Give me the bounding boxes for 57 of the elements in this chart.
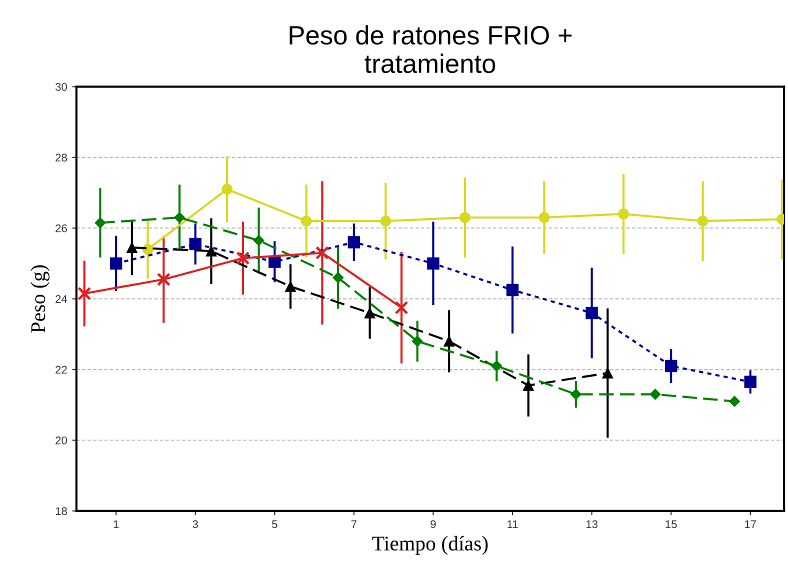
point xyxy=(729,396,740,407)
chart-title: Peso de ratones FRIO + tratamiento xyxy=(290,25,572,74)
x-tick-label: 13 xyxy=(586,520,598,528)
x-tick-label: 15 xyxy=(666,520,677,528)
point xyxy=(444,336,454,347)
point xyxy=(618,208,629,220)
y-tick-label: 18 xyxy=(56,507,67,516)
point xyxy=(206,246,217,257)
point xyxy=(538,212,550,223)
y-tick-label: 26 xyxy=(56,224,67,232)
x-tick-label: 7 xyxy=(351,520,356,528)
point xyxy=(222,184,232,195)
point xyxy=(285,281,296,292)
point xyxy=(174,212,185,223)
point xyxy=(427,257,440,270)
y-tick-label: 20 xyxy=(56,436,67,444)
x-tick-label: 11 xyxy=(508,520,518,528)
x-tick-label: 9 xyxy=(430,520,436,528)
point xyxy=(94,217,106,228)
y-tick-label: 30 xyxy=(55,82,67,91)
point xyxy=(412,336,423,347)
point xyxy=(110,257,122,270)
point xyxy=(650,388,661,400)
point xyxy=(394,300,408,314)
point xyxy=(522,380,534,391)
point xyxy=(78,286,92,300)
point xyxy=(602,368,614,378)
point xyxy=(315,246,330,260)
point xyxy=(491,360,502,372)
y-tick-label: 22 xyxy=(56,366,67,374)
point xyxy=(744,376,756,388)
point xyxy=(253,235,264,246)
x-tick-label: 5 xyxy=(272,520,278,528)
point xyxy=(126,242,138,253)
y-axis-title: Peso (g) xyxy=(30,265,50,333)
point xyxy=(570,388,582,400)
point xyxy=(300,216,312,226)
point xyxy=(189,238,202,250)
point xyxy=(156,272,170,286)
point xyxy=(236,251,250,265)
point xyxy=(697,216,708,226)
point xyxy=(460,212,470,223)
y-tick-label: 28 xyxy=(56,154,67,162)
point xyxy=(348,236,360,248)
x-tick-label: 1 xyxy=(114,520,119,528)
point xyxy=(586,306,598,320)
point xyxy=(664,360,678,372)
point xyxy=(268,256,281,268)
point xyxy=(364,308,376,318)
x-axis-title: Tiempo (días) xyxy=(372,536,488,555)
point xyxy=(506,284,519,296)
y-tick-label: 24 xyxy=(56,295,68,303)
point xyxy=(332,272,344,284)
x-tick-label: 3 xyxy=(192,520,198,528)
x-tick-label: 17 xyxy=(745,520,756,528)
point xyxy=(142,244,154,255)
point xyxy=(380,216,392,226)
